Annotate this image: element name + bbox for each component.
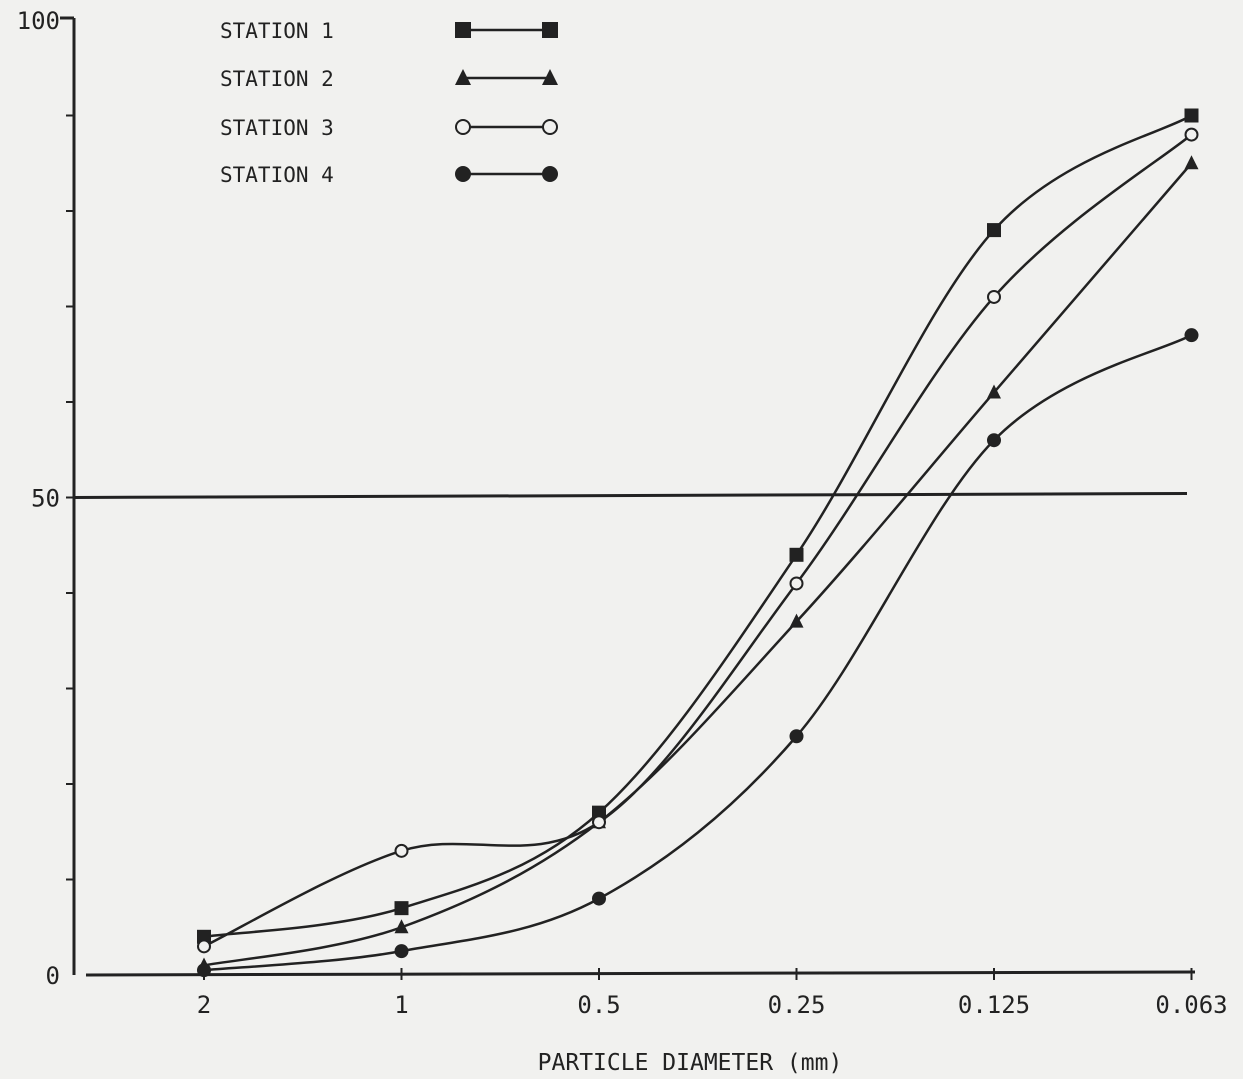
legend-marker [455,166,471,182]
data-point [789,729,804,744]
legend-item-3: STATION 3 [220,116,558,140]
x-tick-label: 0.125 [958,991,1030,1019]
data-point [1184,127,1199,142]
data-point [789,576,804,591]
legend-label: STATION 4 [220,163,334,187]
legend-marker [542,69,558,85]
x-tick-label: 0.5 [577,991,620,1019]
y-tick-label: 50 [31,485,60,513]
y-tick-label: 100 [17,7,60,35]
data-point [1184,108,1199,123]
legend: STATION 1 STATION 2 STATION 3 STATION 4 [220,19,558,187]
reference-lines [73,492,1188,499]
legend-label: STATION 1 [220,19,334,43]
reference-line-50 [73,492,1188,499]
data-point [394,944,409,959]
legend-label: STATION 3 [220,116,334,140]
x-axis-title: PARTICLE DIAMETER (mm) [538,1050,843,1076]
series-4 [197,328,1199,978]
data-point [789,547,804,562]
data-point [394,843,409,858]
legend-marker [455,69,471,85]
data-point [987,433,1001,448]
x-tick-label: 0.063 [1155,991,1227,1019]
axes: 0 50 100 2 1 0.5 0.25 0.125 0.063 [17,7,1228,1019]
x-tick-label: 1 [394,991,408,1019]
data-point [197,939,211,954]
data-point [592,815,606,830]
series-line [203,162,1193,967]
data-point [987,289,1001,304]
series-line [203,133,1193,948]
data-point [789,613,804,628]
y-tick-label: 0 [46,962,60,990]
data-point [1184,155,1199,170]
series-line [203,334,1193,972]
legend-item-2: STATION 2 [220,67,558,91]
data-point [592,891,606,906]
legend-item-4: STATION 4 [220,163,558,187]
series-line [203,114,1193,939]
legend-item-1: STATION 1 [220,19,558,43]
x-tick-label: 0.25 [768,991,826,1019]
data-point [394,901,409,916]
legend-marker [455,22,471,38]
x-tick-label: 2 [197,991,211,1019]
legend-marker [455,119,471,135]
data-point [1184,328,1199,343]
legend-marker [542,119,558,135]
data-point [987,223,1001,238]
legend-marker [542,166,558,182]
series-layer [197,108,1199,978]
data-point [197,963,211,978]
x-axis-line [85,970,1196,977]
legend-marker [542,22,558,38]
data-point [394,919,409,934]
data-point [987,384,1001,399]
series-3 [197,127,1199,954]
series-2 [197,155,1199,972]
legend-label: STATION 2 [220,67,334,91]
series-1 [197,108,1199,944]
